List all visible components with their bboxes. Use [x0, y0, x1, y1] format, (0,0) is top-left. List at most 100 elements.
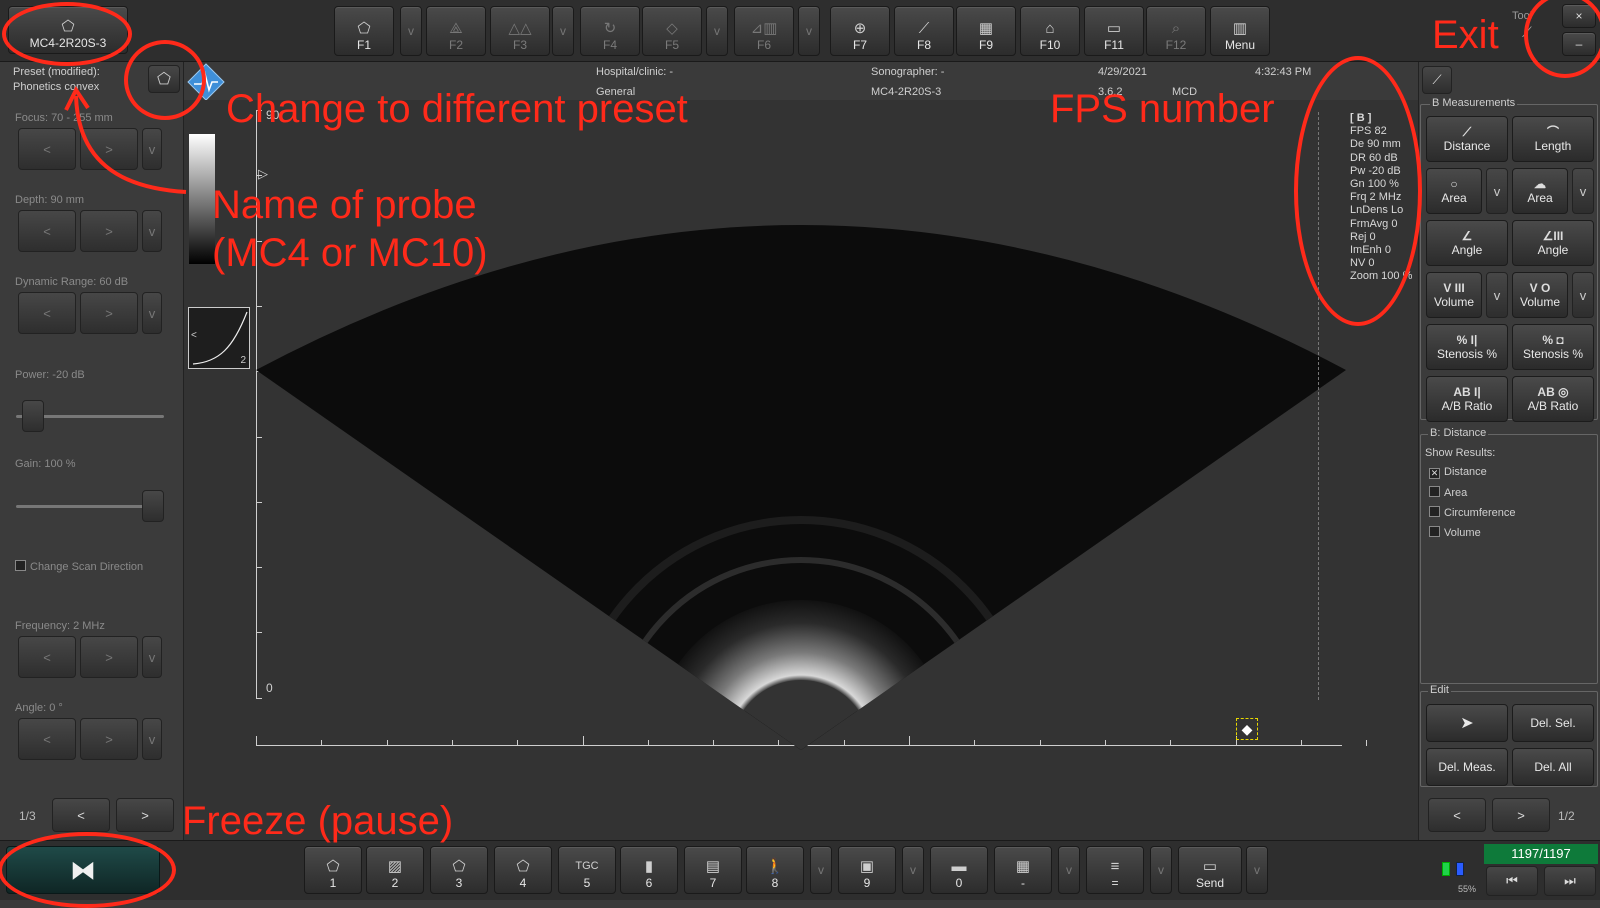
depth-decrease-button[interactable]: < [18, 210, 76, 252]
fkey-dropdown-2[interactable]: v [552, 6, 574, 56]
measure-a-b-ratio-button[interactable]: AB ◎ A/B Ratio [1512, 376, 1594, 422]
fkey-f2-button[interactable]: ⟁ F2 [426, 6, 486, 56]
fkey-f9-button[interactable]: ▦ F9 [956, 6, 1016, 56]
result-area-option[interactable]: Area [1429, 486, 1467, 499]
angle-decrease-button[interactable]: < [18, 718, 76, 760]
result-checkbox[interactable] [1429, 506, 1440, 517]
measure-stenosis--button[interactable]: % ◘ Stenosis % [1512, 324, 1594, 370]
fkey-f4-button[interactable]: ↻ F4 [580, 6, 640, 56]
angle-more-button[interactable]: v [142, 718, 162, 760]
measure-length-button[interactable]: ⌒ Length [1512, 116, 1594, 162]
gray-map-curve[interactable]: < 2 [188, 307, 250, 369]
dynamic-range-decrease-button[interactable]: < [18, 292, 76, 334]
fkey-f8-button[interactable]: ⟋ F8 [894, 6, 954, 56]
measure-angle-button[interactable]: ∠ Angle [1426, 220, 1508, 266]
bottom-dropdown-button[interactable]: v [1150, 846, 1172, 894]
right-prev-page-button[interactable]: < [1428, 798, 1486, 832]
measure-label: Area [1527, 190, 1553, 205]
measure-icon: V O [1529, 280, 1551, 295]
delete-selected-button[interactable]: Del. Sel. [1512, 704, 1594, 742]
measure-volume-button[interactable]: V III Volume [1426, 272, 1482, 318]
dynamic-range-increase-button[interactable]: > [80, 292, 138, 334]
measure-volume-button[interactable]: V O Volume [1512, 272, 1568, 318]
fkey-f1-button[interactable]: ⬠ F1 [334, 6, 394, 56]
measure-stenosis--button[interactable]: % I| Stenosis % [1426, 324, 1508, 370]
right-page-indicator: 1/2 [1558, 809, 1575, 823]
bottom-2-button[interactable]: ▨ 2 [366, 846, 424, 894]
gain-slider[interactable] [16, 488, 164, 524]
anchor-marker-icon[interactable]: ◆ [1236, 718, 1258, 740]
angle-increase-button[interactable]: > [80, 718, 138, 760]
fkey-menu-button[interactable]: ▥ Menu [1210, 6, 1270, 56]
bottom-4-button[interactable]: ⬠ 4 [494, 846, 552, 894]
bottom-dropdown-button[interactable]: v [902, 846, 924, 894]
bottom-7-button[interactable]: ▤ 7 [684, 846, 742, 894]
gain-slider-thumb[interactable] [142, 490, 164, 522]
measure-dropdown-button[interactable]: v [1486, 168, 1508, 214]
measure-dropdown-button[interactable]: v [1486, 272, 1508, 318]
measure-a-b-ratio-button[interactable]: AB I| A/B Ratio [1426, 376, 1508, 422]
measure-dropdown-button[interactable]: v [1572, 168, 1594, 214]
fkey-f3-button[interactable]: △△ F3 [490, 6, 550, 56]
chevron-left-icon: < [43, 649, 51, 665]
bottom-0-button[interactable]: ▬ 0 [930, 846, 988, 894]
measure-angle-button[interactable]: ∠III Angle [1512, 220, 1594, 266]
result-checkbox[interactable]: ✕ [1429, 468, 1440, 479]
result-checkbox[interactable] [1429, 526, 1440, 537]
fkey-f12-button[interactable]: ⌕ F12 [1146, 6, 1206, 56]
fkey-f11-button[interactable]: ▭ F11 [1084, 6, 1144, 56]
bottom-dropdown-button[interactable]: v [810, 846, 832, 894]
bottom-equals-button[interactable]: ≡ = [1086, 846, 1144, 894]
frequency-increase-button[interactable]: > [80, 636, 138, 678]
change-scan-checkbox[interactable] [15, 560, 26, 571]
fkey-dropdown-4[interactable]: v [798, 6, 820, 56]
left-prev-page-button[interactable]: < [52, 798, 110, 832]
change-scan-direction[interactable]: Change Scan Direction [15, 560, 143, 573]
bottom-8-button[interactable]: 🚶 8 [746, 846, 804, 894]
focus-decrease-button[interactable]: < [18, 128, 76, 170]
delete-measurements-button[interactable]: Del. Meas. [1426, 748, 1508, 786]
frequency-more-button[interactable]: v [142, 636, 162, 678]
bottom-3-button[interactable]: ⬠ 3 [430, 846, 488, 894]
power-slider[interactable] [16, 398, 164, 434]
frequency-decrease-button[interactable]: < [18, 636, 76, 678]
bottom-5-button[interactable]: TGC 5 [558, 846, 616, 894]
measure-area-button[interactable]: ☁ Area [1512, 168, 1568, 214]
measure-area-button[interactable]: ○ Area [1426, 168, 1482, 214]
bottom-send-button[interactable]: ▭ Send [1178, 846, 1242, 894]
measure-distance-button[interactable]: ⟋ Distance [1426, 116, 1508, 162]
measure-dropdown-button[interactable]: v [1572, 272, 1594, 318]
dynamic-range-more-button[interactable]: v [142, 292, 162, 334]
fkey-f5-button[interactable]: ◇ F5 [642, 6, 702, 56]
fkey-f6-button[interactable]: ⊿▥ F6 [734, 6, 794, 56]
first-frame-button[interactable]: ⏮ [1486, 866, 1538, 896]
result-distance-option[interactable]: ✕ Distance [1429, 466, 1487, 479]
bottom-dropdown-button[interactable]: v [1058, 846, 1080, 894]
bottom-1-button[interactable]: ⬠ 1 [304, 846, 362, 894]
fkey-dropdown-3[interactable]: v [706, 6, 728, 56]
bottom-9-button[interactable]: ▣ 9 [838, 846, 896, 894]
delete-all-button[interactable]: Del. All [1512, 748, 1594, 786]
result-volume-option[interactable]: Volume [1429, 526, 1481, 539]
focus-more-button[interactable]: v [142, 128, 162, 170]
power-slider-thumb[interactable] [22, 400, 45, 432]
measure-tool-button[interactable]: ⟋ [1422, 66, 1452, 94]
chevron-right-icon: > [1517, 807, 1525, 823]
bottom-dropdown-button[interactable]: v [1246, 846, 1268, 894]
bottom-6-button[interactable]: ▮ 6 [620, 846, 678, 894]
depth-more-button[interactable]: v [142, 210, 162, 252]
left-next-page-button[interactable]: > [116, 798, 174, 832]
fkey-f7-button[interactable]: ⊕ F7 [830, 6, 890, 56]
chevron-right-icon: > [105, 305, 113, 321]
result-circumference-option[interactable]: Circumference [1429, 506, 1516, 519]
select-pointer-button[interactable]: ➤ [1426, 704, 1508, 742]
fkey-f10-button[interactable]: ⌂ F10 [1020, 6, 1080, 56]
result-checkbox[interactable] [1429, 486, 1440, 497]
depth-increase-button[interactable]: > [80, 210, 138, 252]
bottom-minus-button[interactable]: ▦ - [994, 846, 1052, 894]
measure-label: Distance [1443, 138, 1491, 153]
last-frame-button[interactable]: ⏭ [1544, 866, 1596, 896]
right-next-page-button[interactable]: > [1492, 798, 1550, 832]
fkey-dropdown-1[interactable]: v [400, 6, 422, 56]
focus-marker[interactable]: ▷ [258, 166, 268, 181]
